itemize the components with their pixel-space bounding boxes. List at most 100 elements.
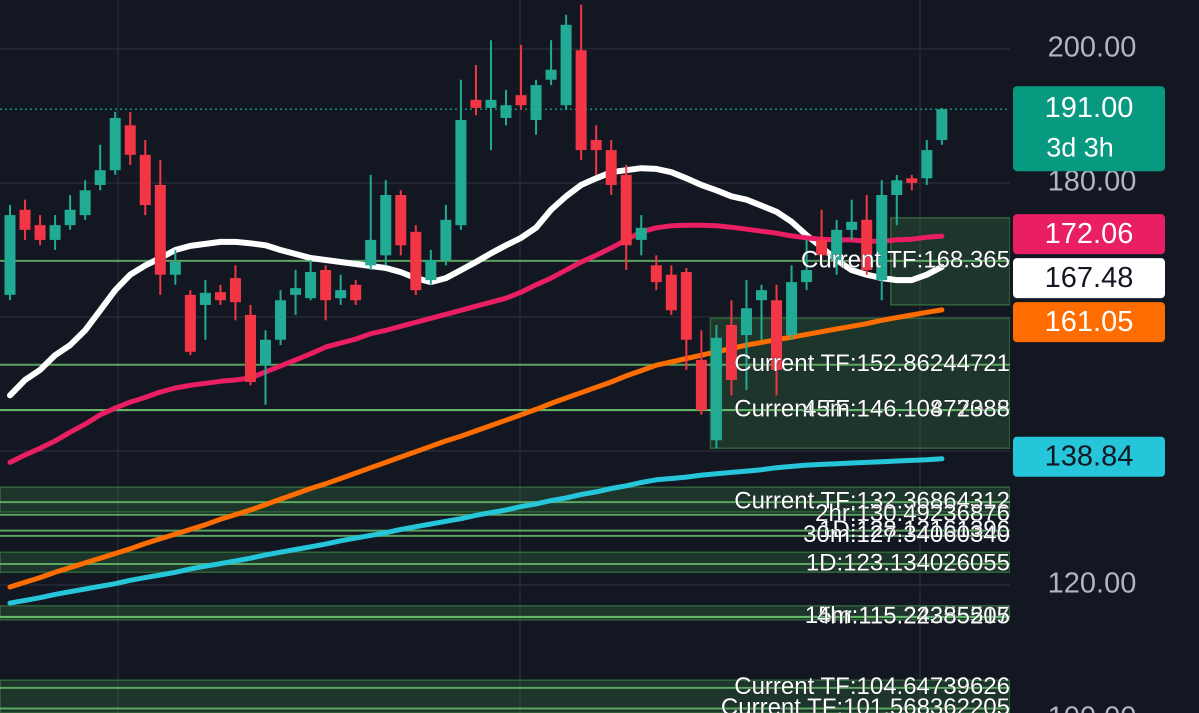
- candle-body: [19, 209, 31, 230]
- candle-body: [680, 272, 692, 340]
- candle-body: [590, 140, 602, 151]
- price-tag-label: 191.00: [1045, 92, 1134, 124]
- moving-average-line: [7, 307, 945, 590]
- candle-body: [109, 117, 121, 171]
- level-label: 30m:127.34060340: [803, 521, 1010, 548]
- candle-body: [786, 282, 798, 336]
- ma-tag-label: 172.06: [1045, 218, 1134, 250]
- candle-body: [425, 260, 437, 281]
- candle-body: [816, 239, 828, 256]
- level-label: Current TF:104.64739626: [734, 673, 1010, 700]
- candle-body: [290, 288, 302, 295]
- candle-body: [229, 278, 241, 303]
- candle-body: [725, 325, 737, 380]
- candle-body: [395, 195, 407, 246]
- level-label: 4hr:115.22385205: [817, 602, 1010, 629]
- y-tick-label: 200.00: [1048, 32, 1137, 64]
- candle-body: [214, 292, 226, 301]
- y-tick-label: 120.00: [1048, 568, 1137, 600]
- ma-tag-label: 138.84: [1045, 440, 1134, 472]
- candle-body: [440, 219, 452, 261]
- candle-body: [560, 24, 572, 106]
- countdown-label: 3d 3h: [1046, 132, 1114, 162]
- ma-tag: [1013, 436, 1165, 477]
- grid: [0, 48, 1010, 586]
- candle-body: [530, 85, 542, 120]
- candle-body: [49, 225, 61, 240]
- level-label: 15m:115.24255517: [805, 602, 1010, 629]
- candle-body: [485, 99, 497, 108]
- ma-tag-label: 167.48: [1045, 262, 1134, 294]
- level-label: Current TF:168.365: [801, 246, 1010, 273]
- candle-body: [335, 290, 347, 299]
- candle-body: [740, 308, 752, 336]
- price-tags: 191.00 3d 3h 172.06 167.48 161.05 138.84: [1013, 86, 1165, 477]
- candle-body: [350, 284, 362, 301]
- zone: [709, 317, 1010, 450]
- ma-tag: [1013, 258, 1165, 299]
- candle-body: [34, 225, 46, 240]
- candle-body: [695, 359, 707, 411]
- candle-body: [79, 190, 91, 216]
- levels: Current TF:168.365 Current TF:152.8624472…: [721, 246, 1011, 713]
- level-label: 2hr:130.49236876: [815, 500, 1010, 527]
- price-tag: [1013, 86, 1165, 172]
- moving-average-line: [7, 456, 945, 606]
- candle-body: [365, 239, 377, 266]
- candle-body: [921, 150, 933, 179]
- candle-body: [305, 272, 317, 299]
- level-label: Current TF:132.36864312: [734, 487, 1010, 514]
- y-tick-label: 100.00: [1048, 702, 1137, 713]
- candle-body: [665, 274, 677, 311]
- level-label: 1D:123.134026055: [806, 549, 1010, 576]
- candle-body: [184, 294, 196, 352]
- level-label: Current TF:152.86244721: [734, 350, 1010, 377]
- candle-body: [891, 180, 903, 196]
- moving-average-line: [7, 222, 945, 465]
- candle-body: [936, 109, 948, 141]
- ma-tag: [1013, 302, 1165, 343]
- level-label: Current TF:146.10477085: [734, 395, 1010, 422]
- candle-body: [244, 314, 256, 382]
- candle-body: [139, 154, 151, 206]
- candle-body: [124, 125, 136, 155]
- candle-body: [906, 178, 918, 183]
- candle-body: [470, 99, 482, 108]
- candle-body: [500, 105, 512, 118]
- level-label: Current TF:101.568362205: [721, 694, 1010, 713]
- candle-body: [260, 339, 272, 366]
- level-label: 45m:146.10872388: [803, 395, 1010, 422]
- candle-body: [455, 119, 467, 226]
- candle-body: [771, 300, 783, 370]
- candle-body: [635, 227, 647, 240]
- candle-body: [801, 270, 813, 283]
- candle-body: [545, 69, 557, 80]
- candle-body: [94, 170, 106, 185]
- candle-body: [846, 221, 858, 230]
- candle-body: [620, 174, 632, 246]
- candle-body: [410, 231, 422, 291]
- candle-body: [831, 229, 843, 261]
- candle-body: [650, 265, 662, 283]
- ma-tag: [1013, 214, 1165, 255]
- ma-tag-label: 161.05: [1045, 306, 1134, 338]
- candle-body: [605, 150, 617, 185]
- candle-body: [861, 219, 873, 271]
- candle-body: [710, 337, 722, 441]
- candle-body: [756, 290, 767, 301]
- candle-body: [515, 95, 527, 106]
- candle-body: [199, 292, 211, 305]
- candle-body: [154, 184, 166, 275]
- candle-body: [575, 50, 587, 151]
- level-label: 1D:128.12161396: [819, 516, 1010, 543]
- candle-body: [64, 209, 76, 226]
- candle-body: [320, 270, 332, 301]
- candle-body: [275, 300, 287, 340]
- candles: [4, 4, 948, 449]
- candle-body: [4, 215, 16, 295]
- candle-body: [876, 195, 888, 281]
- candle-body: [380, 195, 392, 256]
- candle-body: [169, 262, 181, 275]
